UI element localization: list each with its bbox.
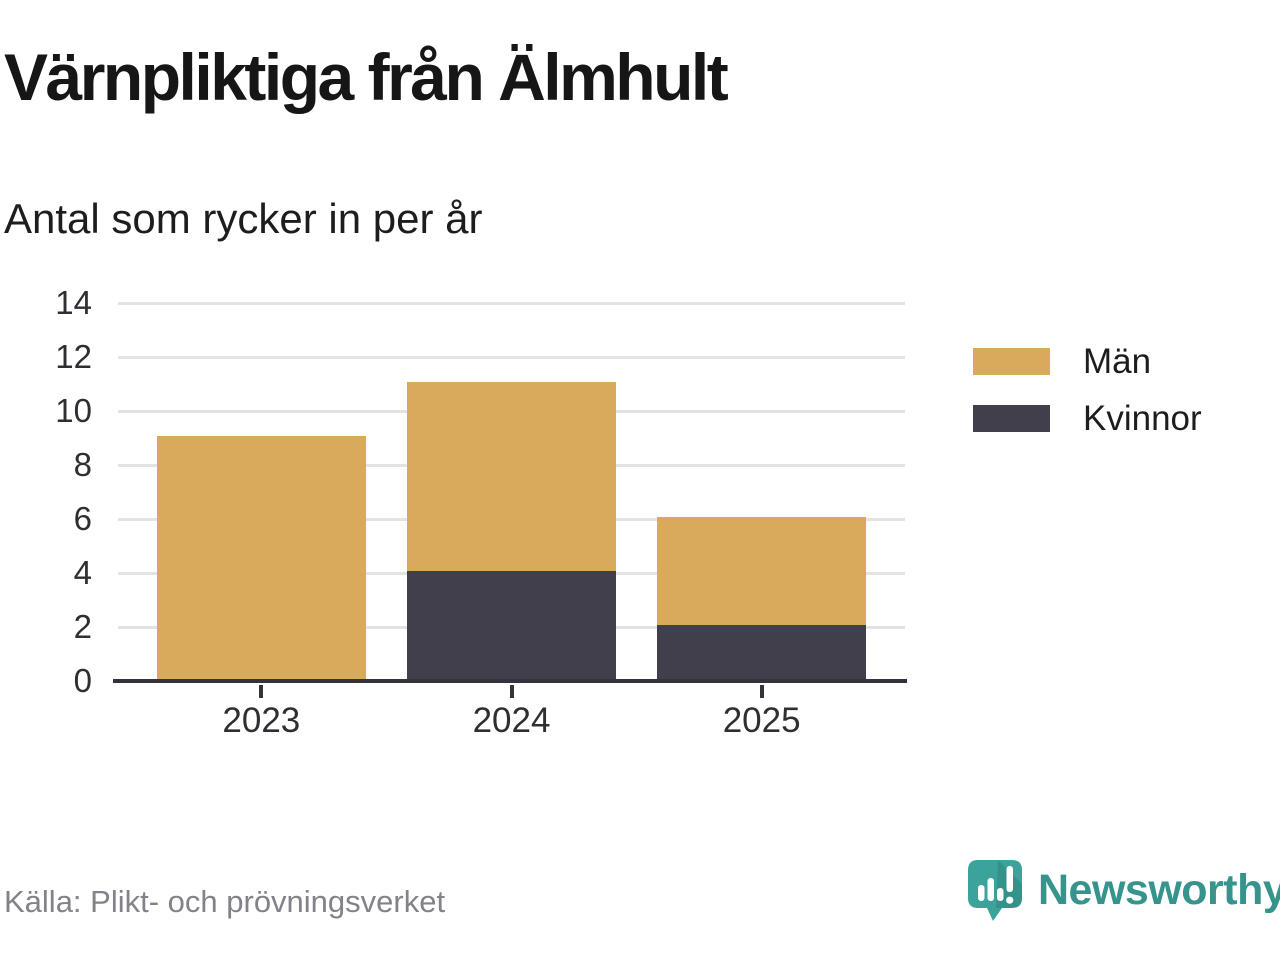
legend-label-women: Kvinnor (1083, 398, 1202, 438)
newsworthy-speech-bubble-bar-chart-icon (968, 860, 1022, 921)
x-tick-2025 (759, 685, 764, 698)
source-note: Källa: Plikt- och prövningsverket (4, 884, 446, 919)
y-tick-label-4: 4 (73, 554, 92, 591)
y-tick-label-2: 2 (73, 608, 92, 645)
gridline-y12 (118, 355, 905, 359)
legend-item-men: Män (973, 341, 1202, 381)
x-tick-2023 (259, 685, 264, 698)
plot-area (113, 301, 907, 698)
legend-swatch-women-icon (973, 404, 1050, 432)
x-label-2023: 2023 (222, 701, 301, 740)
y-tick-label-0: 0 (73, 662, 92, 699)
y-tick-label-6: 6 (73, 500, 92, 537)
bar-2025-Kvinnor (657, 625, 866, 679)
bar-2025-Män (657, 517, 866, 625)
newsworthy-logo: Newsworthy (966, 858, 1280, 922)
bar-2024-Kvinnor (407, 571, 616, 679)
chart-title: Värnpliktiga från Älmhult (4, 40, 729, 114)
legend-item-women: Kvinnor (973, 398, 1202, 438)
bar-2024-Män (407, 382, 616, 571)
mini-bar-chart-glyph (978, 866, 1014, 904)
bar-2023-Män (157, 436, 366, 679)
legend-swatch-men-icon (973, 347, 1050, 375)
x-label-2025: 2025 (722, 701, 801, 740)
newsworthy-wordmark: Newsworthy (1038, 866, 1280, 914)
x-tick-2024 (509, 685, 514, 698)
y-tick-label-10: 10 (55, 392, 92, 429)
x-label-2024: 2024 (472, 701, 551, 740)
legend-label-men: Män (1083, 341, 1152, 381)
y-tick-label-8: 8 (73, 446, 92, 483)
x-axis-line (113, 679, 907, 683)
y-tick-label-12: 12 (55, 338, 92, 375)
y-tick-label-14: 14 (55, 284, 92, 321)
legend: Män Kvinnor (973, 344, 1202, 458)
gridline-y14 (118, 301, 905, 305)
chart-subtitle: Antal som rycker in per år (4, 195, 483, 242)
